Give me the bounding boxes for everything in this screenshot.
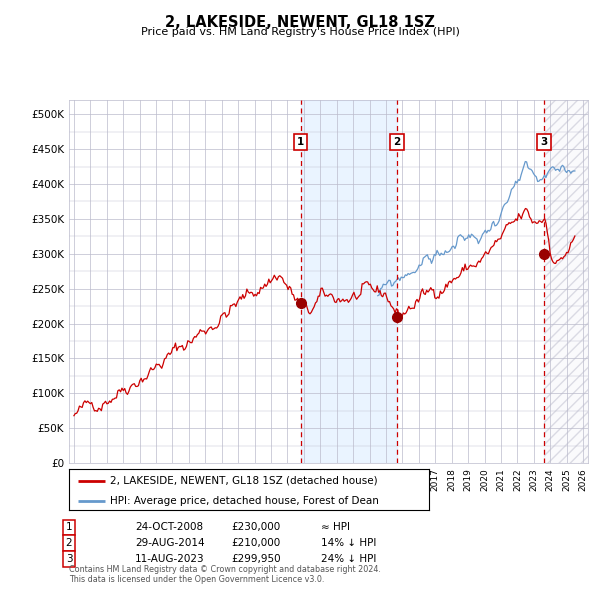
Text: Price paid vs. HM Land Registry's House Price Index (HPI): Price paid vs. HM Land Registry's House … [140, 27, 460, 37]
Text: £299,950: £299,950 [231, 555, 281, 564]
Text: 2: 2 [393, 137, 400, 147]
Text: 2, LAKESIDE, NEWENT, GL18 1SZ (detached house): 2, LAKESIDE, NEWENT, GL18 1SZ (detached … [110, 476, 378, 486]
Text: 14% ↓ HPI: 14% ↓ HPI [321, 539, 376, 548]
Bar [544, 100, 588, 463]
Text: 24-OCT-2008: 24-OCT-2008 [135, 523, 203, 532]
Text: 3: 3 [540, 137, 547, 147]
Text: 2, LAKESIDE, NEWENT, GL18 1SZ: 2, LAKESIDE, NEWENT, GL18 1SZ [165, 15, 435, 30]
Text: ≈ HPI: ≈ HPI [321, 523, 350, 532]
Text: HPI: Average price, detached house, Forest of Dean: HPI: Average price, detached house, Fore… [110, 496, 379, 506]
Bar [544, 100, 588, 463]
Text: This data is licensed under the Open Government Licence v3.0.: This data is licensed under the Open Gov… [69, 575, 325, 584]
Text: 3: 3 [65, 555, 73, 564]
Text: 24% ↓ HPI: 24% ↓ HPI [321, 555, 376, 564]
Bar [301, 100, 397, 463]
Text: 11-AUG-2023: 11-AUG-2023 [135, 555, 205, 564]
Text: £210,000: £210,000 [231, 539, 280, 548]
Text: Contains HM Land Registry data © Crown copyright and database right 2024.: Contains HM Land Registry data © Crown c… [69, 565, 381, 574]
Text: 1: 1 [297, 137, 304, 147]
Text: £230,000: £230,000 [231, 523, 280, 532]
Text: 29-AUG-2014: 29-AUG-2014 [135, 539, 205, 548]
Text: 1: 1 [65, 523, 73, 532]
Text: 2: 2 [65, 539, 73, 548]
